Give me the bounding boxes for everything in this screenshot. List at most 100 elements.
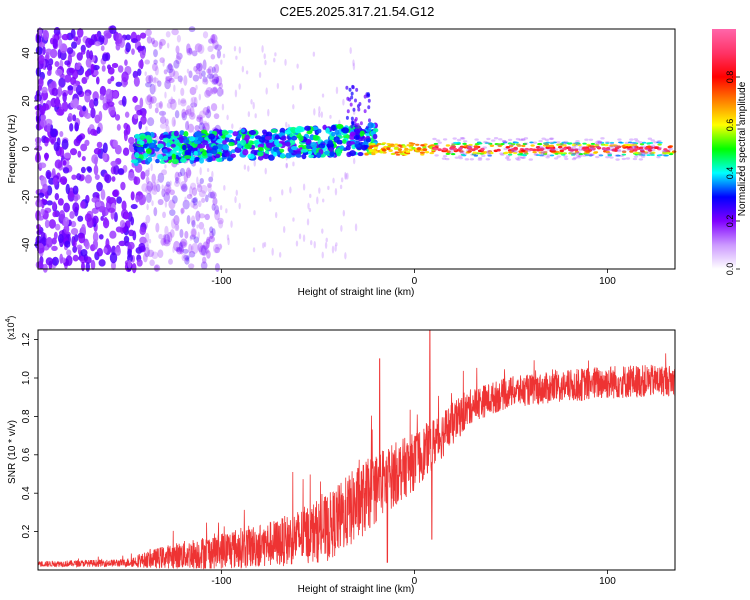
spectrogram-cell (561, 153, 566, 156)
spectrogram-cell (52, 38, 58, 49)
spectrogram-cell (266, 142, 274, 149)
spectrogram-cell (656, 155, 661, 159)
spectrogram-cell (169, 209, 176, 217)
spectrogram-cell (485, 158, 490, 161)
spectrogram-cell (640, 155, 646, 158)
colorbar-tick-label: 0.2 (725, 215, 735, 228)
spectrogram-cell (575, 139, 580, 143)
spectrogram-cell (175, 246, 180, 253)
spectrogram-cell (227, 237, 230, 246)
spectrogram-cell (345, 115, 349, 120)
spectrogram-cell (92, 239, 98, 250)
spectrogram-cell (308, 207, 312, 213)
spectrogram-cell (458, 156, 463, 160)
spectrogram-cell (164, 91, 167, 99)
spectrogram-cell (250, 99, 253, 105)
spectrogram-cell (202, 107, 210, 116)
spectrogram-cell (508, 150, 513, 154)
spectrogram-cell (81, 261, 85, 272)
spectrogram-cell (470, 153, 475, 156)
spectrogram-cell (85, 262, 90, 272)
spectrogram-cell (150, 163, 153, 172)
spectrogram-cell (381, 148, 387, 152)
spectrogram-cell (121, 95, 127, 107)
spectrogram-cell (220, 59, 223, 65)
spectrogram-cell (145, 176, 150, 185)
spectrogram-cell (112, 90, 119, 99)
spectrogram-cell (105, 88, 113, 100)
spectrogram-cell (302, 234, 306, 243)
spectrogram-cell (568, 152, 573, 155)
spectrogram-cell (51, 256, 59, 266)
spectrogram-cell (168, 77, 175, 84)
spectrogram-cell (72, 245, 78, 253)
spectrogram-cell (114, 144, 122, 155)
spectrogram-cell (506, 158, 511, 161)
spectrogram-cell (121, 71, 129, 83)
spectrogram-cell (145, 134, 152, 140)
spectrogram-cell (671, 150, 677, 153)
spectrogram-cell (420, 153, 425, 156)
spectrogram-cell (556, 141, 561, 144)
spectrogram-cell (595, 145, 601, 149)
spectrogram-cell (95, 76, 100, 85)
spectrogram-cell (218, 82, 223, 89)
spectrogram-cell (133, 176, 141, 186)
spectrogram-cell (511, 149, 516, 152)
spectrogram-cell (146, 94, 153, 103)
spectrogram-cell (48, 219, 56, 229)
spectrogram-cell (182, 138, 190, 144)
spectrogram-cell (582, 146, 587, 150)
spectrogram-xlabel: Height of straight line (km) (298, 287, 415, 298)
spectrogram-cell (352, 59, 355, 67)
spectrogram-cell (93, 97, 99, 107)
spectrogram-cell (173, 119, 176, 127)
spectrogram-cell (612, 144, 617, 147)
spectrogram-cell (437, 148, 442, 152)
spectrogram-cell (342, 209, 346, 217)
spectrogram-cell (282, 225, 286, 234)
spectrogram-cell (647, 149, 653, 152)
spectrogram-cell (211, 66, 216, 74)
spectrogram-cell (196, 63, 203, 72)
spectrogram-cell (437, 141, 442, 144)
spectrogram-cell (363, 109, 367, 114)
spectrogram-cell (144, 246, 150, 258)
spectrogram-cell (193, 150, 198, 156)
spectrogram-cell (514, 141, 519, 144)
spectrogram-cell (40, 114, 47, 121)
spectrogram-cell (367, 93, 371, 98)
spectrogram-cell (295, 125, 304, 133)
spectrogram-cell (507, 138, 513, 142)
spectrogram-cell (336, 123, 344, 130)
spectrogram-cell (546, 154, 551, 157)
snr-y-ticks: 0.2 0.4 0.6 0.8 1.0 1.2 (21, 332, 38, 539)
spectrogram-cell (252, 101, 255, 110)
spectrogram-cell (262, 139, 270, 143)
spectrogram-cell (197, 231, 200, 240)
spectrogram-cell (409, 144, 414, 147)
spectrogram-cell (198, 72, 203, 80)
spectrogram-cell (184, 109, 189, 116)
spectrogram-cell (164, 200, 168, 208)
spectrogram-cell (166, 42, 170, 49)
spectrogram-cell (192, 196, 198, 206)
spectrogram-cell (162, 148, 168, 154)
spectrogram-cell (166, 142, 171, 148)
spectrogram-cell (346, 172, 349, 180)
spectrogram-cell (159, 123, 167, 129)
spectrogram-cell (284, 129, 292, 135)
spectrogram-cell (84, 70, 90, 77)
spectrogram-cell (145, 95, 153, 106)
spectrogram-cell (543, 151, 548, 154)
spectrogram-cell (478, 142, 483, 145)
spectrogram-cell (430, 144, 435, 147)
spectrogram-cell (210, 87, 218, 95)
spectrogram-cell (214, 246, 221, 254)
spectrogram-cell (147, 156, 153, 163)
spectrogram-cell (205, 194, 209, 203)
spectrogram-cell (597, 141, 603, 145)
snr-ylabel: SNR (10 * v/v) (7, 420, 18, 484)
spectrogram-cell (162, 211, 167, 219)
spectrogram-cell (452, 137, 457, 140)
